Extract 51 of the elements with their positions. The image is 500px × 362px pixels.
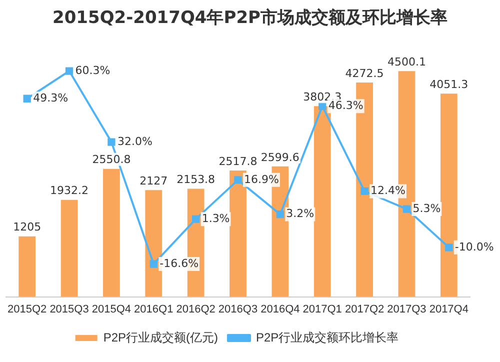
data-label: 2599.6 — [260, 150, 300, 164]
point — [23, 94, 31, 102]
x-tick-label: 2015Q4 — [92, 303, 132, 316]
data-label: 2127 — [140, 174, 168, 188]
point — [192, 215, 200, 223]
point — [276, 210, 284, 218]
data-label: 2153.8 — [176, 173, 216, 186]
x-tick-label: 2017Q1 — [302, 303, 342, 316]
point — [402, 205, 411, 213]
data-label: 1205 — [13, 220, 42, 234]
x-tick-label: 2016Q1 — [134, 303, 174, 316]
chart-title: 2015Q2-2017Q4年P2P市场成交额及环比增长率 — [52, 7, 448, 29]
x-tick-label: 2016Q2 — [176, 303, 216, 316]
data-label: 1932.2 — [50, 184, 89, 198]
x-tick-label: 2017Q2 — [344, 303, 384, 316]
data-label: 32.0% — [117, 134, 152, 148]
data-label: 16.9% — [244, 172, 279, 186]
x-tick-label: 2015Q2 — [8, 303, 47, 316]
point — [445, 244, 453, 252]
point — [150, 260, 158, 268]
x-tick-label: 2017Q3 — [387, 303, 426, 316]
data-label: 4272.5 — [345, 66, 384, 80]
data-label: 2550.8 — [92, 153, 131, 166]
x-tick-label: 2015Q3 — [50, 303, 89, 316]
x-tick-label: 2016Q4 — [260, 303, 300, 316]
data-label: 3.2% — [286, 207, 314, 220]
bar — [230, 170, 246, 297]
point — [360, 187, 368, 196]
data-label: 4500.1 — [387, 55, 426, 68]
legend-label: P2P行业成交额(亿元) — [103, 330, 218, 344]
bar — [440, 94, 458, 297]
data-label: 46.3% — [328, 99, 364, 112]
point — [234, 176, 242, 184]
bar — [18, 236, 36, 297]
bar — [60, 200, 78, 297]
data-label: 4051.3 — [430, 78, 468, 91]
bar — [103, 168, 120, 297]
data-label: -16.6% — [160, 256, 199, 270]
data-label: 60.3% — [75, 64, 110, 77]
x-tick-label: 2017Q4 — [429, 303, 468, 316]
data-label: 2517.8 — [218, 154, 258, 168]
point — [108, 138, 116, 146]
point — [65, 67, 74, 75]
x-tick-label: 2016Q3 — [218, 303, 258, 316]
data-label: -10.0% — [454, 240, 494, 254]
data-label: 12.4% — [370, 184, 406, 198]
legend-label: P2P行业成交额环比增长率 — [256, 330, 399, 344]
data-label: 1.3% — [202, 212, 230, 225]
point — [318, 102, 326, 110]
data-label: 49.3% — [33, 91, 68, 104]
data-label: 5.3% — [412, 202, 441, 215]
